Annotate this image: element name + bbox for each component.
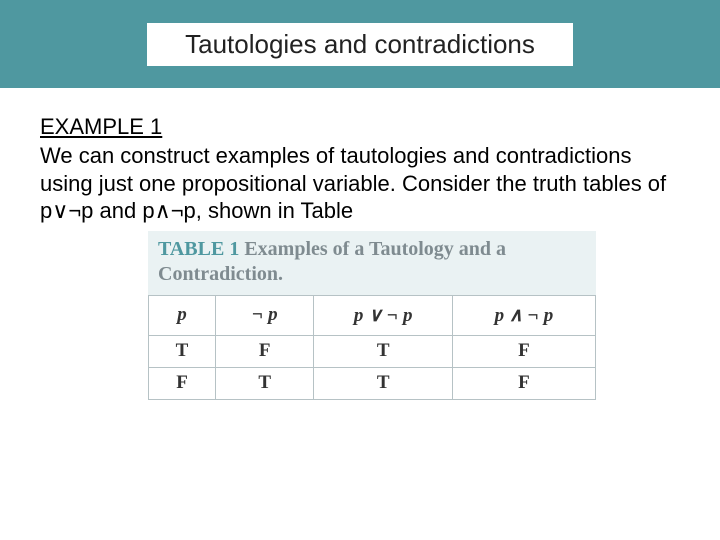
- cell: F: [452, 367, 595, 399]
- cell: F: [149, 367, 216, 399]
- col-header-p: p: [149, 295, 216, 335]
- cell: F: [452, 335, 595, 367]
- truth-table-wrap: TABLE 1 Examples of a Tautology and a Co…: [148, 231, 596, 400]
- truth-table: p ¬ p p ∨ ¬ p p ∧ ¬ p T F T F F T T F: [148, 295, 596, 400]
- cell: F: [216, 335, 314, 367]
- example-label: EXAMPLE 1: [40, 114, 680, 140]
- table-header-row: p ¬ p p ∨ ¬ p p ∧ ¬ p: [149, 295, 596, 335]
- cell: T: [314, 335, 453, 367]
- page-title: Tautologies and contradictions: [147, 23, 573, 66]
- cell: T: [149, 335, 216, 367]
- col-header-p-and: p ∧ ¬ p: [452, 295, 595, 335]
- table-row: T F T F: [149, 335, 596, 367]
- table-row: F T T F: [149, 367, 596, 399]
- cell: T: [314, 367, 453, 399]
- content-area: EXAMPLE 1 We can construct examples of t…: [0, 88, 720, 400]
- col-header-p-or: p ∨ ¬ p: [314, 295, 453, 335]
- header-band: Tautologies and contradictions: [0, 0, 720, 88]
- table-caption-label: TABLE 1: [158, 238, 239, 260]
- table-caption: TABLE 1 Examples of a Tautology and a Co…: [148, 231, 596, 295]
- col-header-not-p: ¬ p: [216, 295, 314, 335]
- example-text: We can construct examples of tautologies…: [40, 142, 680, 225]
- cell: T: [216, 367, 314, 399]
